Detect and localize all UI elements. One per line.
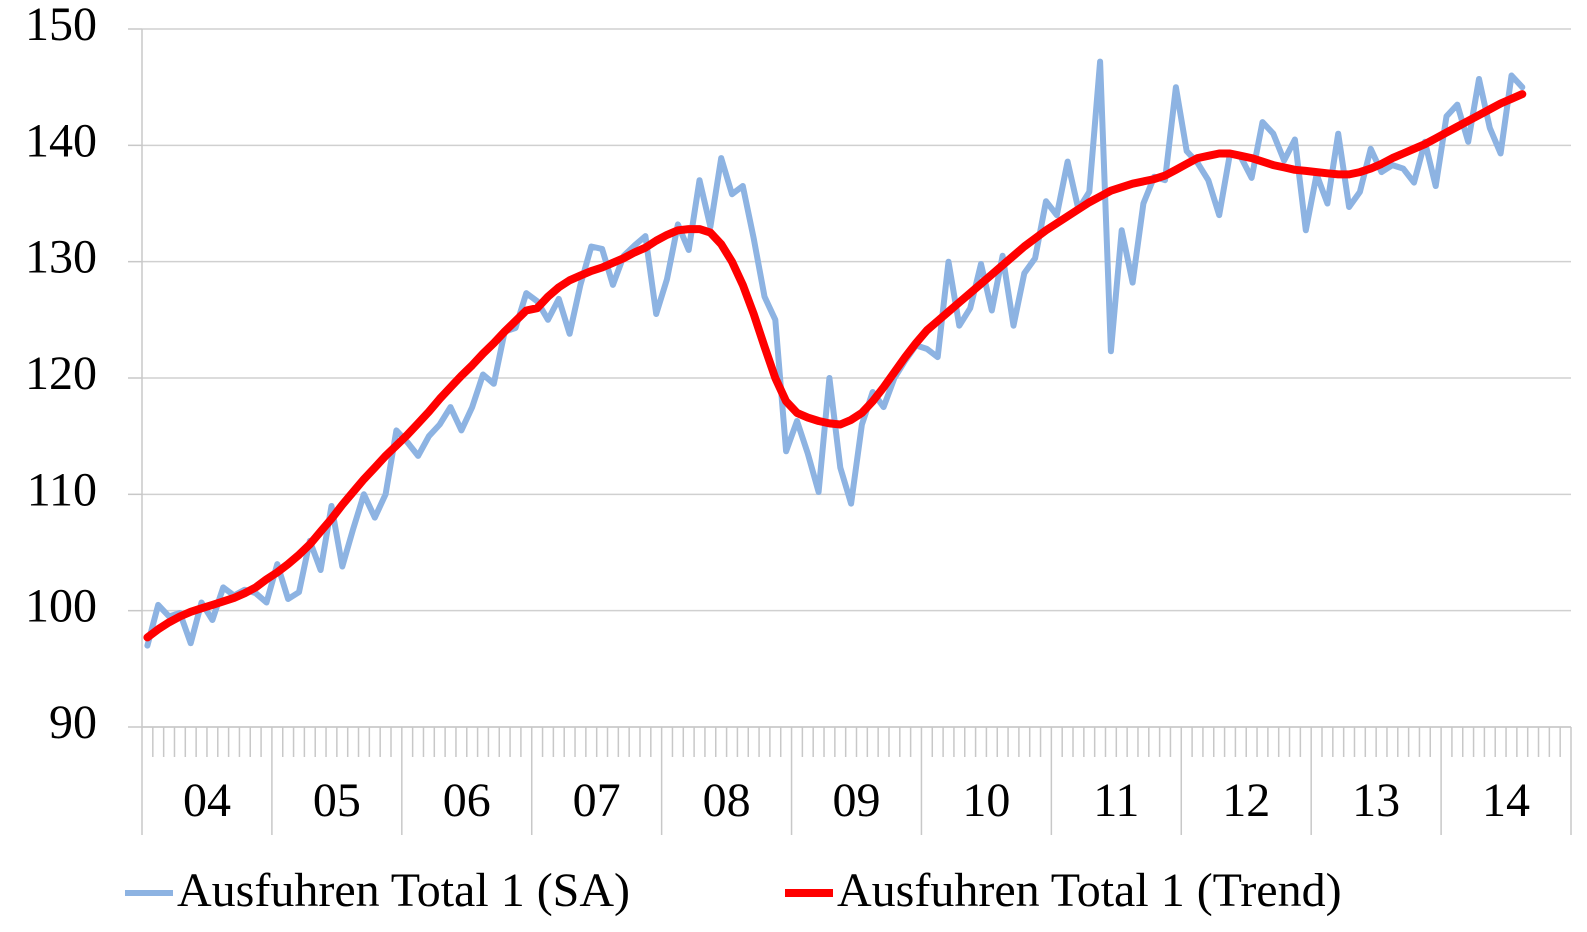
x-tick-label: 09	[833, 774, 881, 827]
x-tick-label: 14	[1482, 774, 1530, 827]
legend-label: Ausfuhren Total 1 (SA)	[177, 864, 630, 917]
x-tick-label: 11	[1093, 774, 1139, 827]
x-tick-label: 13	[1352, 774, 1400, 827]
y-tick-label: 150	[25, 0, 97, 51]
x-tick-label: 05	[313, 774, 361, 827]
y-tick-label: 110	[27, 463, 97, 516]
y-tick-label: 100	[25, 580, 97, 633]
y-tick-label: 140	[25, 114, 97, 167]
x-tick-label: 04	[183, 774, 231, 827]
series-line	[143, 90, 1527, 642]
x-tick-label: 06	[443, 774, 491, 827]
series-line	[144, 58, 1526, 649]
x-tick-label: 12	[1222, 774, 1270, 827]
x-tick-label: 10	[962, 774, 1010, 827]
y-tick-label: 130	[25, 231, 97, 284]
x-tick-label: 08	[703, 774, 751, 827]
y-tick-label: 120	[25, 347, 97, 400]
y-tick-label: 90	[49, 696, 97, 749]
legend-label: Ausfuhren Total 1 (Trend)	[837, 864, 1342, 917]
x-tick-label: 07	[573, 774, 621, 827]
